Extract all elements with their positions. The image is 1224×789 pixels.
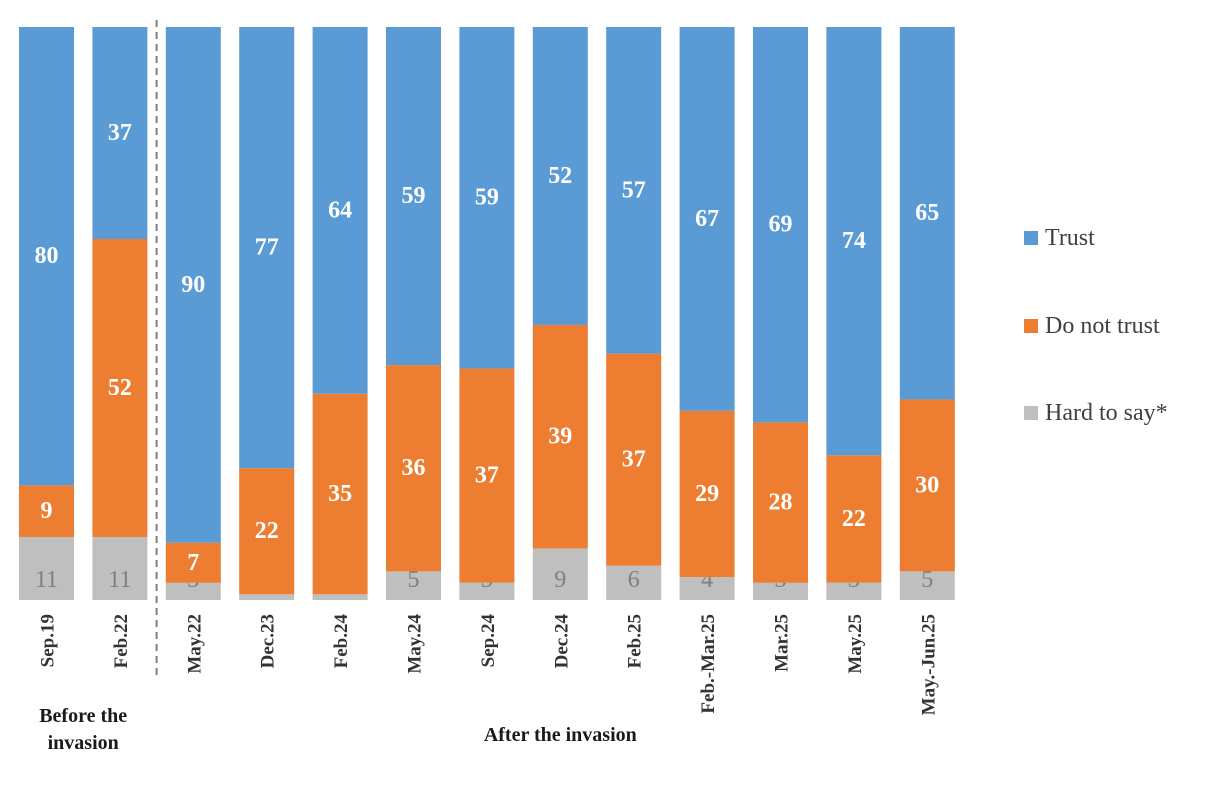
bar-trust-may-22 xyxy=(165,27,221,543)
value-label-do-not-trust-dec-23: 22 xyxy=(255,518,279,544)
bar-trust-dec-23 xyxy=(239,27,295,469)
value-label-trust-mar-25: 69 xyxy=(769,212,793,238)
bar-do-not-trust-sep-24 xyxy=(459,368,515,583)
category-label-may-24: May.24 xyxy=(405,614,426,674)
bar-trust-may-jun-25 xyxy=(899,27,955,400)
category-label-mar-25: Mar.25 xyxy=(772,614,793,672)
bar-trust-may-24 xyxy=(386,27,441,366)
value-label-do-not-trust-may-25: 22 xyxy=(842,506,866,532)
bar-trust-may-25 xyxy=(826,27,882,456)
value-label-hard-to-say-dec-24: 9 xyxy=(554,567,566,593)
legend-swatch-do-not-trust xyxy=(1024,319,1038,333)
value-label-trust-feb-22: 37 xyxy=(108,120,132,146)
legend-label-trust: Trust xyxy=(1045,225,1095,251)
bar-do-not-trust-feb-mar-25 xyxy=(679,410,735,578)
bar-hard-to-say-feb-24 xyxy=(312,594,368,600)
bar-hard-to-say-may-25 xyxy=(826,582,882,600)
category-label-may-25: May.25 xyxy=(845,614,866,674)
bar-hard-to-say-feb-mar-25 xyxy=(679,577,735,600)
legend-label-do-not-trust: Do not trust xyxy=(1045,313,1160,339)
value-label-trust-feb-mar-25: 67 xyxy=(695,206,719,232)
legend: Trust Do not trust Hard to say* xyxy=(1024,225,1168,426)
legend-swatch-trust xyxy=(1024,231,1038,245)
category-ticks: Sep.19 Feb.22 May.22 Dec.23 Feb.24 May.24 Sep.… xyxy=(38,614,940,716)
value-label-hard-to-say-feb-25: 6 xyxy=(628,567,640,593)
value-label-do-not-trust-mar-25: 28 xyxy=(769,490,793,516)
value-label-do-not-trust-feb-24: 35 xyxy=(328,481,352,507)
bar-trust-sep-24 xyxy=(459,27,515,369)
category-label-feb-24: Feb.24 xyxy=(331,614,352,669)
value-label-do-not-trust-dec-24: 39 xyxy=(548,424,572,450)
category-label-sep-24: Sep.24 xyxy=(478,614,499,668)
category-label-dec-23: Dec.23 xyxy=(258,614,279,668)
bar-trust-feb-mar-25 xyxy=(679,27,735,411)
legend-label-hard-to-say: Hard to say* xyxy=(1045,400,1168,426)
value-label-hard-to-say-feb-22: 11 xyxy=(108,567,131,593)
category-label-feb-25: Feb.25 xyxy=(625,614,646,668)
bar-hard-to-say-feb-25 xyxy=(606,565,662,600)
bar-hard-to-say-feb-22 xyxy=(92,536,148,600)
bar-do-not-trust-sep-19 xyxy=(19,485,74,537)
legend-swatch-hard-to-say xyxy=(1024,406,1038,420)
value-label-trust-may-22: 90 xyxy=(181,272,205,298)
category-label-sep-19: Sep.19 xyxy=(38,614,59,667)
value-label-trust-may-24: 59 xyxy=(402,183,426,209)
bars-layer: 1198011523737901227713564536593375993952… xyxy=(19,27,955,600)
bar-do-not-trust-mar-25 xyxy=(753,422,808,583)
value-label-trust-feb-25: 57 xyxy=(622,177,646,203)
value-label-hard-to-say-sep-19: 11 xyxy=(35,567,58,593)
value-label-do-not-trust-sep-19: 9 xyxy=(41,498,53,524)
bar-trust-mar-25 xyxy=(753,27,808,423)
value-label-do-not-trust-feb-mar-25: 29 xyxy=(695,481,719,507)
bar-trust-dec-24 xyxy=(532,27,588,325)
category-label-dec-24: Dec.24 xyxy=(551,614,572,669)
value-label-hard-to-say-may-24: 5 xyxy=(408,567,420,593)
bar-trust-feb-25 xyxy=(606,27,662,354)
value-label-trust-sep-24: 59 xyxy=(475,185,499,211)
value-label-do-not-trust-may-24: 36 xyxy=(402,455,426,481)
value-label-trust-dec-23: 77 xyxy=(255,235,279,261)
bar-hard-to-say-may-24 xyxy=(386,571,441,600)
group-label-after-invasion: After the invasion xyxy=(484,724,637,746)
bar-do-not-trust-may-jun-25 xyxy=(899,399,955,572)
value-label-do-not-trust-sep-24: 37 xyxy=(475,463,499,489)
value-label-trust-may-25: 74 xyxy=(842,228,866,254)
bar-trust-sep-19 xyxy=(19,27,74,486)
bar-do-not-trust-feb-24 xyxy=(312,393,368,595)
bar-hard-to-say-mar-25 xyxy=(753,582,808,600)
group-label-before-invasion: Before the invasion xyxy=(39,705,127,754)
bar-do-not-trust-feb-22 xyxy=(92,239,148,537)
value-label-trust-feb-24: 64 xyxy=(328,197,352,223)
value-label-do-not-trust-may-22: 7 xyxy=(187,550,199,576)
category-label-may-22: May.22 xyxy=(184,614,205,674)
bar-do-not-trust-dec-24 xyxy=(532,324,588,549)
value-label-trust-dec-24: 52 xyxy=(548,163,572,189)
bar-do-not-trust-may-22 xyxy=(165,542,221,583)
value-label-do-not-trust-feb-22: 52 xyxy=(108,375,132,401)
value-label-trust-may-jun-25: 65 xyxy=(915,200,939,226)
category-label-may-jun-25: May.-Jun.25 xyxy=(918,614,939,715)
bar-hard-to-say-dec-23 xyxy=(239,594,295,600)
bar-hard-to-say-sep-19 xyxy=(19,536,74,600)
bar-hard-to-say-sep-24 xyxy=(459,582,515,600)
value-label-do-not-trust-feb-25: 37 xyxy=(622,447,646,473)
bar-hard-to-say-dec-24 xyxy=(532,548,588,600)
category-label-feb-mar-25: Feb.-Mar.25 xyxy=(698,614,719,714)
bar-hard-to-say-may-jun-25 xyxy=(899,571,955,600)
bar-do-not-trust-feb-25 xyxy=(606,353,662,566)
category-label-feb-22: Feb.22 xyxy=(111,614,132,668)
bar-trust-feb-22 xyxy=(92,27,148,240)
bar-do-not-trust-may-25 xyxy=(826,455,882,583)
group-labels: Before the invasion After the invasion xyxy=(39,705,637,754)
value-label-do-not-trust-may-jun-25: 30 xyxy=(915,472,939,498)
value-label-trust-sep-19: 80 xyxy=(35,243,59,269)
bar-do-not-trust-dec-23 xyxy=(239,468,295,595)
bar-do-not-trust-may-24 xyxy=(386,365,441,572)
value-label-hard-to-say-may-jun-25: 5 xyxy=(921,567,933,593)
bar-trust-feb-24 xyxy=(312,27,368,394)
bar-hard-to-say-may-22 xyxy=(165,582,221,600)
